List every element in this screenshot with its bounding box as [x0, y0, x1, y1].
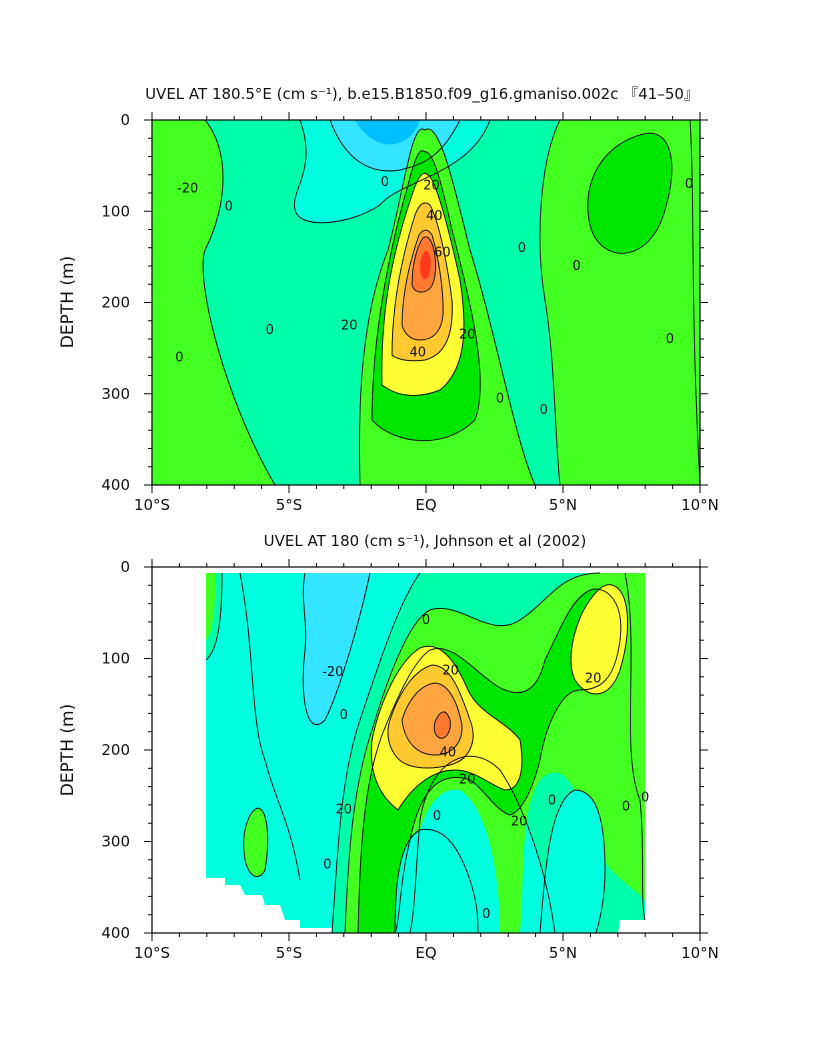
top-contour-label: 0 — [225, 200, 233, 215]
bottom-contour-label: 20 — [459, 772, 476, 787]
bottom-panel-title: UVEL AT 180 (cm s⁻¹), Johnson et al (200… — [264, 532, 587, 550]
bottom-contour-fill — [206, 573, 645, 933]
top-x-tick-label: 5°N — [549, 496, 577, 514]
bottom-contour-label: 0 — [323, 857, 331, 872]
bottom-contour-label: 20 — [585, 672, 602, 687]
top-y-axis-label: DEPTH (m) — [58, 256, 78, 348]
top-y-tick-label: 200 — [101, 294, 130, 312]
bottom-contour-label: 20 — [511, 814, 528, 829]
bottom-contour-label: 0 — [548, 793, 556, 808]
bottom-fill-west-edge-core — [206, 573, 216, 640]
top-contour-label: 20 — [459, 327, 476, 342]
bottom-panel: UVEL AT 180 (cm s⁻¹), Johnson et al (200… — [58, 532, 719, 962]
bottom-y-tick-label: 300 — [101, 833, 130, 851]
bottom-fill-pos60 — [434, 711, 451, 739]
top-contour-label: 0 — [266, 323, 274, 338]
top-contour-label: 20 — [423, 179, 440, 194]
bottom-contour-label: 40 — [440, 746, 457, 761]
bottom-fill-pos50 — [402, 683, 463, 755]
bottom-y-tick-label: 0 — [120, 558, 130, 576]
top-x-tick-label: 5°S — [276, 496, 303, 514]
bottom-fill-west-patch — [243, 808, 268, 877]
top-x-tick-label: EQ — [415, 496, 436, 514]
top-contour-labels: -20 0 20 40 60 20 40 20 0 0 0 0 0 0 0 0 0 — [175, 175, 693, 418]
top-panel: UVEL AT 180.5°E (cm s⁻¹), b.e15.B1850.f0… — [58, 85, 719, 514]
top-contour-label: 40 — [410, 346, 427, 361]
bottom-contour-label: 20 — [336, 802, 353, 817]
bottom-x-tick-label: 5°S — [276, 944, 303, 962]
bottom-x-tick-label: 10°N — [681, 944, 719, 962]
top-fill-east-core — [587, 133, 672, 254]
bottom-fill-deep-pool-center — [395, 829, 478, 933]
top-panel-title: UVEL AT 180.5°E (cm s⁻¹), b.e15.B1850.f0… — [145, 85, 699, 104]
bottom-y-axis-label: DEPTH (m) — [58, 704, 78, 796]
top-contour-label: 20 — [341, 318, 358, 333]
bottom-x-tick-label: EQ — [415, 944, 436, 962]
bottom-contour-label: 20 — [442, 663, 459, 678]
top-y-tick-label: 300 — [101, 385, 130, 403]
top-fill-west-positive — [152, 120, 275, 485]
top-contour-label: 0 — [666, 332, 674, 347]
bottom-contour-label: 0 — [641, 791, 649, 806]
bottom-fill-neg20 — [303, 573, 370, 725]
bottom-contour-label: 0 — [433, 809, 441, 824]
top-y-tick-label: 0 — [120, 111, 130, 129]
top-contour-label: 0 — [540, 403, 548, 418]
top-contour-label: 0 — [518, 241, 526, 256]
bottom-x-tick-label: 5°N — [549, 944, 577, 962]
bottom-fill-deep-pool-east — [540, 790, 605, 933]
top-contour-label: 0 — [685, 177, 693, 192]
top-y-tick-label: 400 — [101, 476, 130, 494]
bottom-contour-label: 0 — [422, 613, 430, 628]
top-contour-label: 0 — [496, 391, 504, 406]
bottom-y-tick-label: 200 — [101, 741, 130, 759]
top-contour-label: 40 — [426, 209, 443, 224]
bottom-contour-label: 0 — [340, 708, 348, 723]
top-fill-pos70 — [420, 250, 431, 280]
bottom-contour-label: 0 — [482, 907, 490, 922]
top-contour-fill — [152, 120, 700, 485]
top-contour-label: 0 — [175, 350, 183, 365]
top-fill-neg30 — [355, 120, 420, 145]
top-y-tick-label: 100 — [101, 202, 130, 220]
bottom-x-tick-label: 10°S — [134, 944, 170, 962]
bottom-y-tick-label: 100 — [101, 650, 130, 668]
bottom-y-tick-label: 400 — [101, 924, 130, 942]
top-x-tick-label: 10°S — [134, 496, 170, 514]
top-contour-lines — [202, 120, 700, 485]
top-contour-label: 0 — [381, 175, 389, 190]
top-contour-label: 0 — [573, 259, 581, 274]
bottom-contour-label: -20 — [322, 665, 343, 680]
bottom-contour-label: 0 — [622, 800, 630, 815]
top-x-tick-label: 10°N — [681, 496, 719, 514]
top-contour-label: -20 — [177, 181, 198, 196]
top-contour-label: 60 — [434, 245, 451, 260]
bottom-contour-lines — [205, 572, 646, 933]
